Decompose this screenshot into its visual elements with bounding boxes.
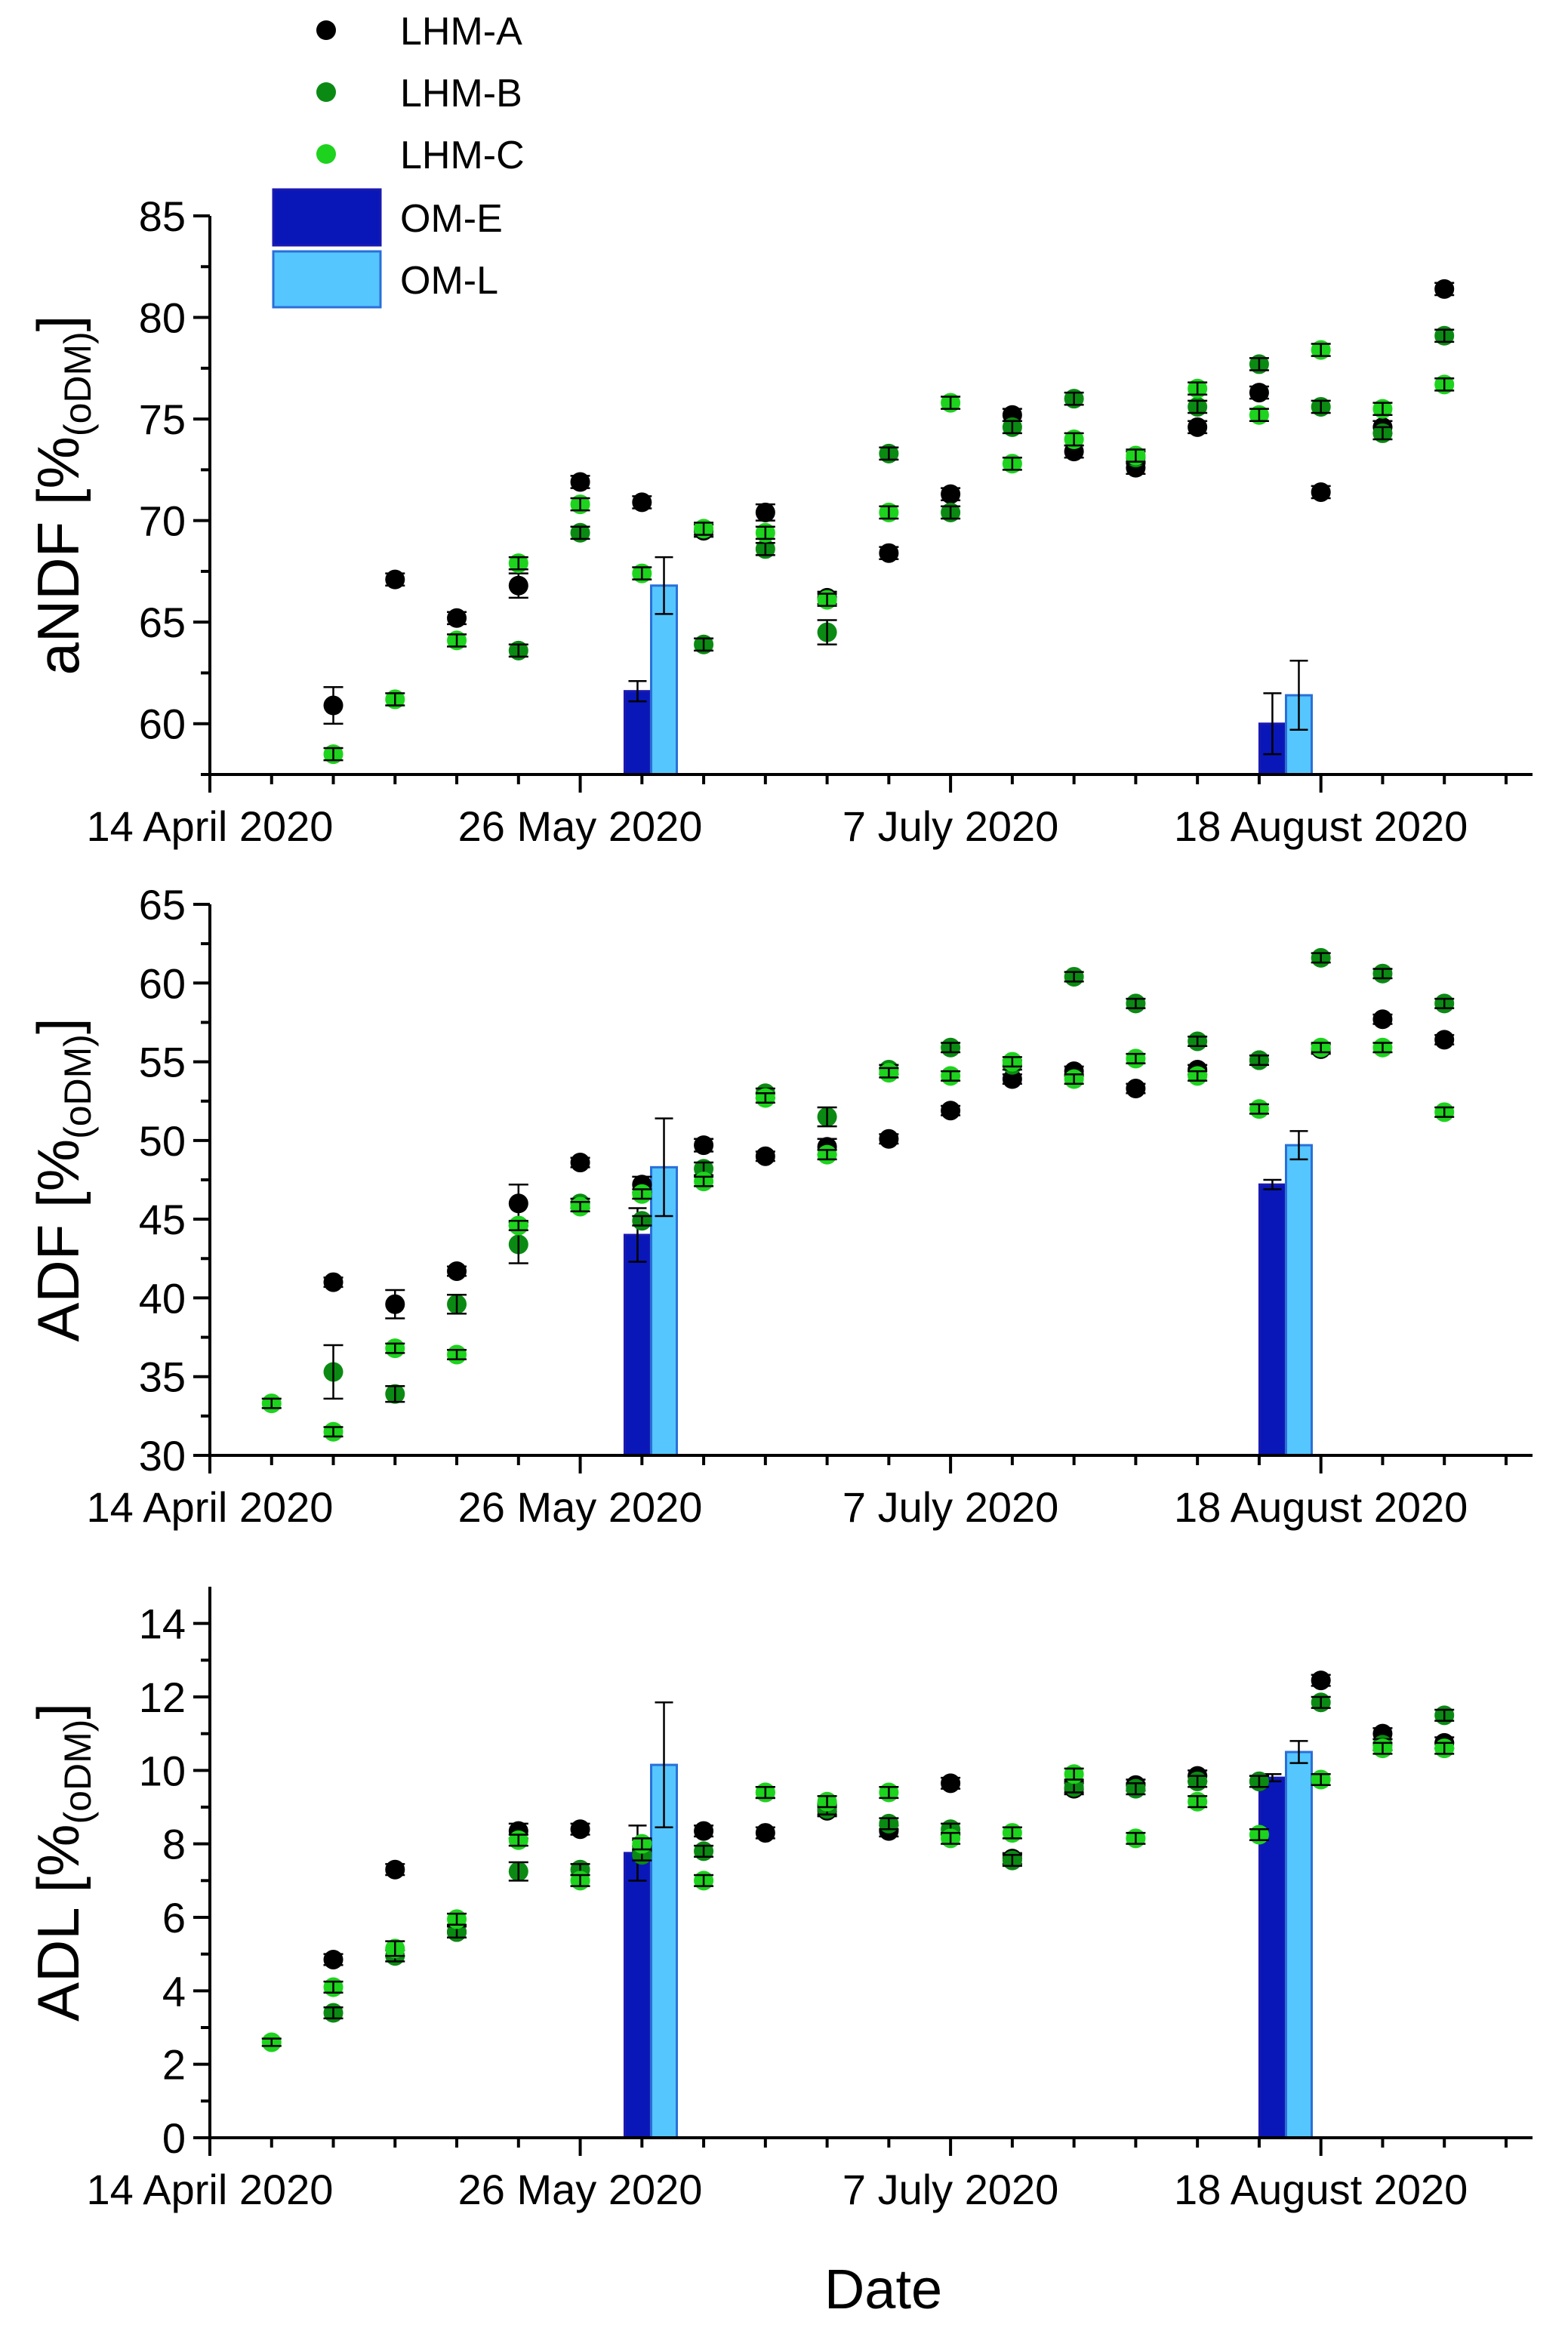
y-tick-label: 4: [162, 1967, 186, 2015]
y-axis-title: ADL [%(oDM)]: [25, 1703, 99, 2022]
y-tick-label: 60: [139, 701, 186, 748]
y-tick-label: 0: [162, 2114, 186, 2162]
y-tick-label: 60: [139, 959, 186, 1007]
y-axis-title-close: ]: [25, 316, 91, 332]
x-tick-label: 7 July 2020: [843, 1483, 1058, 1531]
bar-OM-E-0: [623, 1852, 652, 2139]
y-tick-label: 55: [139, 1039, 186, 1086]
y-tick-label: 50: [139, 1117, 186, 1165]
bar-OM-L-1: [1284, 1144, 1313, 1457]
y-tick-label: 14: [139, 1600, 186, 1648]
legend-swatch-OM-L: [272, 250, 382, 309]
legend-marker-LHM-B: [316, 82, 336, 102]
y-tick-label: 2: [162, 2041, 186, 2089]
y-tick-label: 12: [139, 1674, 186, 1721]
y-tick-label: 6: [162, 1894, 186, 1941]
panel-adf: 30 35 40 45 50 55 60 65 14 April 2020 26 May 2020…: [25, 881, 1533, 1531]
x-tick-label: 26 May 2020: [458, 2166, 703, 2213]
legend-label-LHM-B: LHM-B: [400, 72, 522, 115]
x-tick-label: 18 August 2020: [1174, 802, 1468, 850]
y-tick-label: 80: [139, 294, 186, 342]
panel-andf: 60 65 70 75 80 85 14 April 2020 26 May 2020 7 Ju…: [25, 192, 1533, 850]
bar-OM-L-0: [650, 584, 679, 776]
y-tick-label: 10: [139, 1747, 186, 1794]
y-tick-label: 65: [139, 599, 186, 646]
y-axis-title-close: ]: [25, 1703, 91, 1720]
y-tick-label: 8: [162, 1821, 186, 1868]
x-tick-label: 26 May 2020: [458, 802, 703, 850]
y-axis-title-main: ADL [%: [25, 1824, 91, 2022]
y-axis-title-main: ADF [%: [25, 1139, 91, 1342]
x-tick-label: 26 May 2020: [458, 1483, 703, 1531]
y-tick-label: 40: [139, 1274, 186, 1322]
x-tick-label: 7 July 2020: [843, 802, 1058, 850]
x-tick-label: 18 August 2020: [1174, 1483, 1468, 1531]
bar-OM-E-1: [1258, 1183, 1286, 1457]
y-axis-title-subscript: (oDM): [57, 331, 99, 436]
y-axis-title: ADF [%(oDM)]: [25, 1018, 99, 1341]
x-tick-label: 14 April 2020: [87, 2166, 334, 2213]
y-axis-title-main: aNDF [%: [25, 436, 91, 675]
y-tick-label: 45: [139, 1196, 186, 1243]
bar-OM-E-0: [623, 690, 652, 776]
x-axis-title: Date: [824, 2258, 942, 2320]
y-tick-label: 30: [139, 1432, 186, 1480]
legend-marker-LHM-A: [316, 20, 336, 40]
y-tick-label: 70: [139, 497, 186, 545]
x-tick-label: 14 April 2020: [87, 802, 334, 850]
y-axis-title-close: ]: [25, 1018, 91, 1034]
y-tick-label: 85: [139, 192, 186, 240]
y-tick-label: 75: [139, 396, 186, 443]
y-axis-title: aNDF [%(oDM)]: [25, 316, 99, 676]
legend-swatch-OM-E: [272, 188, 382, 247]
x-tick-label: 7 July 2020: [843, 2166, 1058, 2213]
panel-adl: 0 2 4 6 8 10 12 14 14 April 2020 26 May 2020 7 Jul…: [25, 1587, 1533, 2213]
y-axis-title-subscript: (oDM): [57, 1034, 99, 1139]
x-tick-label: 18 August 2020: [1174, 2166, 1468, 2213]
legend-label-OM-E: OM-E: [400, 197, 503, 241]
legend-label-LHM-A: LHM-A: [400, 10, 522, 54]
y-axis-title-subscript: (oDM): [57, 1720, 99, 1824]
y-tick-label: 35: [139, 1353, 186, 1401]
legend-label-OM-L: OM-L: [400, 259, 498, 303]
bar-OM-L-1: [1284, 1751, 1313, 2139]
legend: LHM-A LHM-B LHM-C OM-E OM-L: [272, 10, 525, 309]
bar-OM-E-0: [623, 1233, 652, 1457]
y-tick-label: 65: [139, 881, 186, 928]
legend-marker-LHM-C: [316, 144, 336, 164]
x-tick-label: 14 April 2020: [87, 1483, 334, 1531]
legend-label-LHM-C: LHM-C: [400, 134, 525, 177]
